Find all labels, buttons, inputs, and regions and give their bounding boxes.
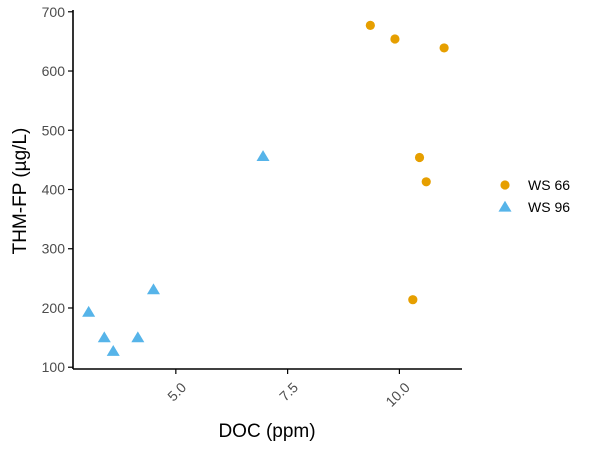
x-tick-label: 7.5 [276, 379, 301, 404]
x-axis-title: DOC (ppm) [218, 421, 315, 442]
data-point-ws-66 [439, 43, 449, 53]
data-point-ws-96 [256, 150, 270, 161]
data-point-ws-66 [421, 177, 431, 187]
y-axis-title: THM-FP (µg/L) [10, 128, 31, 255]
legend-key-ws-66 [500, 180, 510, 190]
data-point-ws-96 [82, 305, 96, 317]
data-point-ws-96 [131, 331, 145, 343]
y-tick-label: 400 [42, 182, 66, 198]
y-tick-label: 200 [42, 300, 66, 316]
data-point-ws-96 [146, 283, 160, 295]
data-point-ws-66 [365, 20, 375, 31]
axes [72, 10, 462, 370]
data-point-ws-96 [97, 331, 111, 343]
data-point-ws-96 [106, 345, 120, 356]
data-point-ws-66 [408, 295, 418, 305]
legend: WS 66 WS 96 [498, 177, 570, 215]
data-point-ws-66 [390, 34, 400, 44]
legend-label-ws-96: WS 96 [528, 199, 570, 215]
y-tick-label: 700 [42, 4, 66, 20]
x-tick-label: 10.0 [382, 379, 413, 410]
y-tick-label: 100 [42, 359, 66, 375]
legend-key-ws-96 [498, 200, 512, 212]
data-points [82, 20, 449, 356]
y-tick-label: 300 [42, 241, 66, 257]
data-point-ws-66 [414, 152, 425, 163]
y-tick-label: 500 [42, 122, 66, 138]
x-axis-ticks: 5.0 7.5 10.0 [164, 369, 413, 410]
legend-label-ws-66: WS 66 [528, 177, 570, 193]
x-tick-label: 5.0 [164, 379, 189, 404]
y-tick-label: 600 [42, 63, 66, 79]
y-axis-ticks: 100 200 300 400 500 600 700 [42, 4, 73, 375]
